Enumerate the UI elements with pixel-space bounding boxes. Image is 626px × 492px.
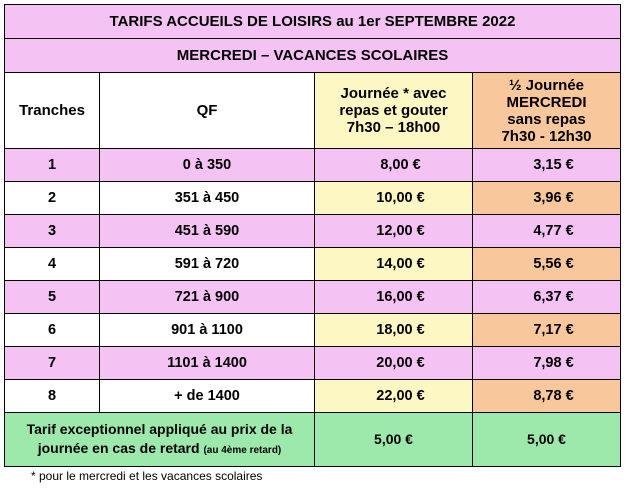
title-row: TARIFS ACCUEILS DE LOISIRS au 1er SEPTEM…: [4, 4, 621, 39]
header-journee-line: Journée * avec: [340, 85, 447, 102]
special-label-line1: Tarif exceptionnel appliqué au prix de l…: [26, 420, 293, 437]
header-journee: Journée * avec repas et gouter 7h30 – 18…: [314, 72, 473, 149]
cell-journee: 18,00 €: [314, 313, 473, 347]
header-journee-line: 7h30 – 18h00: [346, 119, 441, 136]
header-demi-journee: ½ Journée MERCREDI sans repas 7h30 - 12h…: [472, 72, 621, 149]
special-journee: 5,00 €: [314, 412, 473, 467]
table-row: 5 721 à 900 16,00 € 6,37 €: [4, 280, 621, 314]
cell-qf: 591 à 720: [99, 247, 315, 281]
cell-qf: 0 à 350: [99, 148, 315, 182]
cell-demi: 7,98 €: [472, 346, 621, 380]
cell-tranche: 4: [4, 247, 100, 281]
header-demi-line: MERCREDI: [506, 93, 587, 111]
header-row: Tranches QF Journée * avec repas et gout…: [4, 72, 621, 149]
table-row: 1 0 à 350 8,00 € 3,15 €: [4, 148, 621, 182]
cell-demi: 6,37 €: [472, 280, 621, 314]
cell-qf: + de 1400: [99, 379, 315, 413]
table-title: TARIFS ACCUEILS DE LOISIRS au 1er SEPTEM…: [4, 4, 621, 39]
cell-qf: 451 à 590: [99, 214, 315, 248]
special-rate-row: Tarif exceptionnel appliqué au prix de l…: [4, 412, 621, 467]
footnote: * pour le mercredi et les vacances scola…: [31, 469, 263, 483]
special-label-line2: journée en cas de retard: [37, 439, 200, 456]
special-label-note: (au 4ème retard): [203, 444, 282, 456]
cell-demi: 4,77 €: [472, 214, 621, 248]
cell-demi: 8,78 €: [472, 379, 621, 413]
cell-demi: 3,15 €: [472, 148, 621, 182]
cell-qf: 1101 à 1400: [99, 346, 315, 380]
cell-journee: 22,00 €: [314, 379, 473, 413]
cell-journee: 12,00 €: [314, 214, 473, 248]
header-tranches: Tranches: [4, 72, 100, 149]
tarifs-table: TARIFS ACCUEILS DE LOISIRS au 1er SEPTEM…: [4, 4, 621, 467]
cell-journee: 8,00 €: [314, 148, 473, 182]
special-rate-label: Tarif exceptionnel appliqué au prix de l…: [4, 412, 315, 467]
table-row: 6 901 à 1100 18,00 € 7,17 €: [4, 313, 621, 347]
cell-tranche: 6: [4, 313, 100, 347]
cell-tranche: 2: [4, 181, 100, 215]
cell-journee: 16,00 €: [314, 280, 473, 314]
table-row: 4 591 à 720 14,00 € 5,56 €: [4, 247, 621, 281]
header-demi-line: sans repas: [507, 110, 586, 128]
header-qf: QF: [99, 72, 315, 149]
table-row: 2 351 à 450 10,00 € 3,96 €: [4, 181, 621, 215]
table-row: 8 + de 1400 22,00 € 8,78 €: [4, 379, 621, 413]
cell-tranche: 3: [4, 214, 100, 248]
table-subtitle: MERCREDI – VACANCES SCOLAIRES: [4, 38, 621, 73]
cell-tranche: 1: [4, 148, 100, 182]
table-row: 3 451 à 590 12,00 € 4,77 €: [4, 214, 621, 248]
cell-demi: 3,96 €: [472, 181, 621, 215]
table-row: 7 1101 à 1400 20,00 € 7,98 €: [4, 346, 621, 380]
cell-demi: 7,17 €: [472, 313, 621, 347]
cell-qf: 901 à 1100: [99, 313, 315, 347]
header-demi-line: ½ Journée: [508, 76, 585, 94]
cell-qf: 351 à 450: [99, 181, 315, 215]
subtitle-row: MERCREDI – VACANCES SCOLAIRES: [4, 38, 621, 73]
cell-journee: 14,00 €: [314, 247, 473, 281]
cell-journee: 10,00 €: [314, 181, 473, 215]
cell-tranche: 8: [4, 379, 100, 413]
special-demi: 5,00 €: [472, 412, 621, 467]
cell-journee: 20,00 €: [314, 346, 473, 380]
cell-qf: 721 à 900: [99, 280, 315, 314]
header-demi-line: 7h30 - 12h30: [501, 127, 592, 145]
cell-demi: 5,56 €: [472, 247, 621, 281]
cell-tranche: 7: [4, 346, 100, 380]
cell-tranche: 5: [4, 280, 100, 314]
header-journee-line: repas et gouter: [339, 102, 448, 119]
